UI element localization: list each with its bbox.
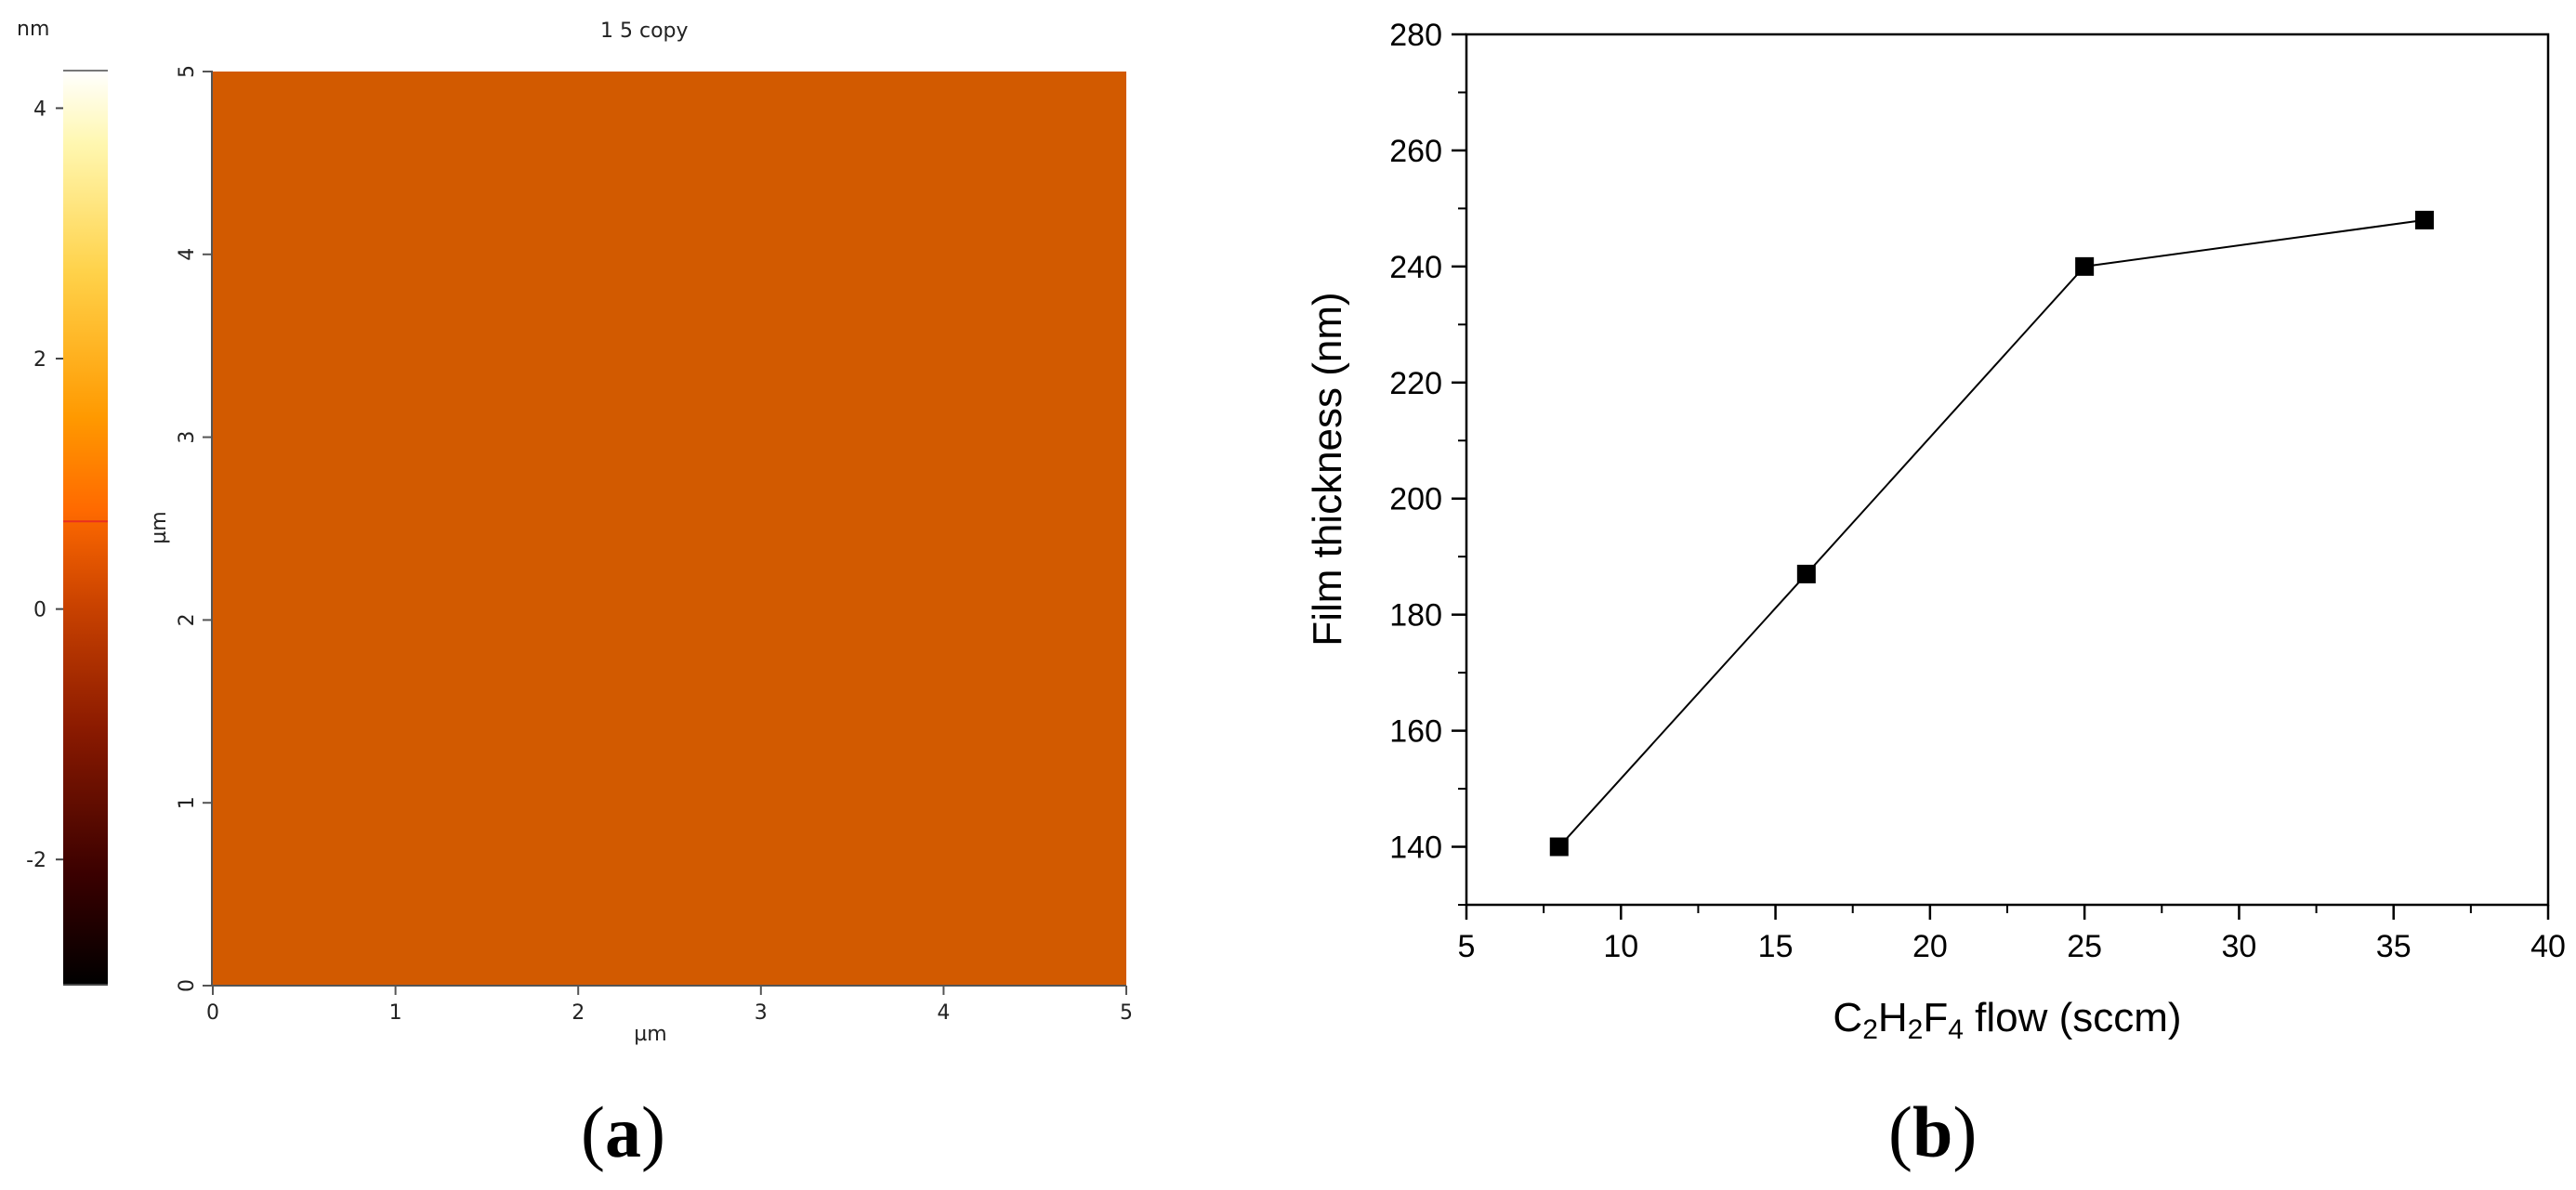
y-tick-label: 240 bbox=[1389, 250, 1442, 285]
data-point-marker bbox=[2414, 210, 2434, 229]
x-tick-label: 30 bbox=[2222, 929, 2257, 964]
afm-x-tick-label: 4 bbox=[937, 1001, 950, 1025]
afm-y-tick-label: 2 bbox=[176, 613, 199, 626]
x-tick-label: 15 bbox=[1758, 929, 1794, 964]
afm-y-tick-label: 3 bbox=[176, 431, 199, 444]
data-point-marker bbox=[1796, 564, 1816, 583]
x-axis-title: C2H2F4 flow (sccm) bbox=[1833, 995, 2181, 1045]
panel-b-chart: 5 10 15 20 25 30 35 40 140 160 180 200 220 240 260 280… bbox=[1305, 18, 2566, 1172]
x-tick-label: 10 bbox=[1603, 929, 1638, 964]
colorbar-unit-label: nm bbox=[17, 18, 49, 41]
colorbar-tick-label: -2 bbox=[26, 849, 46, 872]
colorbar-ticks: 4 2 0 -2 bbox=[26, 98, 63, 872]
afm-y-tick-label: 0 bbox=[176, 979, 199, 992]
x-tick-label: 40 bbox=[2530, 929, 2566, 964]
y-axis-ticks: 140 160 180 200 220 240 260 280 bbox=[1389, 18, 1466, 906]
afm-y-axis-label: µm bbox=[148, 511, 171, 543]
afm-y-tick-label: 4 bbox=[176, 248, 199, 261]
y-tick-label: 220 bbox=[1389, 366, 1442, 401]
plot-frame bbox=[1465, 33, 2550, 907]
panel-a-label: (a) bbox=[581, 1092, 665, 1172]
x-tick-label: 35 bbox=[2376, 929, 2412, 964]
x-tick-label: 25 bbox=[2067, 929, 2102, 964]
x-tick-label: 20 bbox=[1912, 929, 1948, 964]
afm-x-ticks: 0 1 2 3 4 5 bbox=[206, 986, 1133, 1025]
data-point-marker bbox=[2075, 256, 2095, 276]
colorbar bbox=[63, 71, 108, 985]
y-tick-label: 280 bbox=[1389, 18, 1442, 53]
colorbar-tick-label: 0 bbox=[33, 599, 46, 622]
y-axis-title: Film thickness (nm) bbox=[1305, 292, 1350, 646]
y-tick-label: 200 bbox=[1389, 482, 1442, 517]
y-tick-label: 180 bbox=[1389, 598, 1442, 634]
panel-b-label: (b) bbox=[1888, 1092, 1977, 1172]
x-tick-label: 5 bbox=[1458, 929, 1476, 964]
data-point-marker bbox=[1549, 837, 1569, 857]
afm-height-map bbox=[213, 72, 1126, 985]
afm-y-tick-label: 1 bbox=[176, 796, 199, 809]
afm-x-axis-label: µm bbox=[634, 1023, 666, 1046]
series-points bbox=[1549, 210, 2434, 857]
afm-image-title: 1 5 copy bbox=[600, 20, 689, 43]
afm-x-tick-label: 2 bbox=[572, 1001, 585, 1025]
afm-x-tick-label: 1 bbox=[389, 1001, 402, 1025]
colorbar-tick-label: 4 bbox=[33, 98, 46, 121]
y-tick-label: 140 bbox=[1389, 830, 1442, 866]
y-tick-label: 160 bbox=[1389, 714, 1442, 750]
y-tick-label: 260 bbox=[1389, 134, 1442, 169]
x-axis-ticks: 5 10 15 20 25 30 35 40 bbox=[1458, 905, 2566, 964]
panel-a-afm-image: nm 1 5 copy 4 2 0 -2 0 1 2 3 4 5 0 1 2 3 4 5 µm µm (a… bbox=[17, 18, 1133, 1172]
afm-y-tick-label: 5 bbox=[176, 65, 199, 78]
colorbar-tick-label: 2 bbox=[33, 348, 46, 372]
afm-x-tick-label: 3 bbox=[755, 1001, 768, 1025]
afm-y-ticks: 0 1 2 3 4 5 bbox=[176, 65, 212, 992]
series-line bbox=[1558, 218, 2425, 848]
afm-x-tick-label: 5 bbox=[1120, 1001, 1133, 1025]
afm-x-tick-label: 0 bbox=[206, 1001, 219, 1025]
